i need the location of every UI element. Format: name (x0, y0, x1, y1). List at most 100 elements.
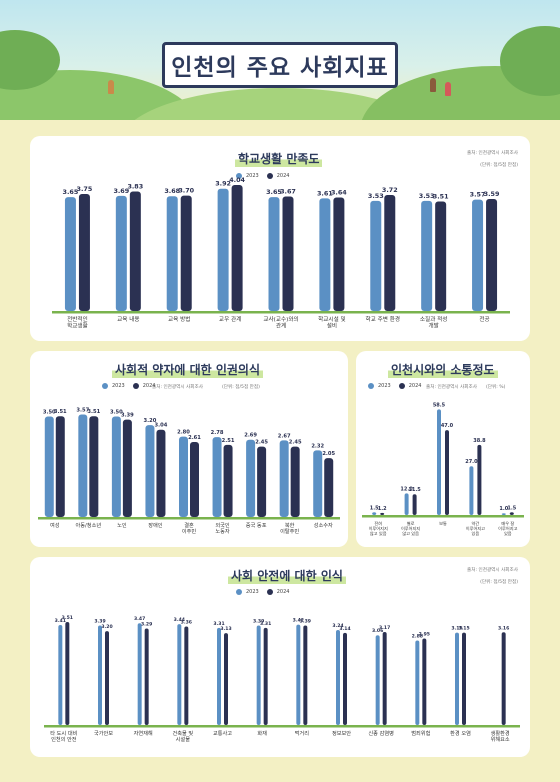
bar-2024-4 (509, 512, 514, 515)
bar-2024-3 (184, 626, 189, 725)
bar-2024-0 (65, 622, 70, 725)
chart3-legend: 2023 2024 (368, 383, 421, 389)
bar-2023-10 (455, 632, 459, 725)
data-label-2023-10: 3.15 (451, 626, 462, 632)
bar-2023-8 (375, 635, 380, 725)
bar-2023-4 (268, 197, 280, 311)
data-label-2023-7: 3.24 (332, 623, 343, 629)
bar-2024-3 (477, 444, 482, 515)
bar-2024-1 (412, 494, 417, 515)
data-label-2024-3: 3.04 (155, 423, 168, 429)
data-label-2023-5: 2.78 (211, 430, 224, 436)
category-label-7: 북한 이탈주민 (280, 522, 299, 535)
data-label-2024-2: 47.0 (441, 423, 454, 429)
bar-2024-2 (180, 195, 192, 311)
bar-2023-0 (44, 416, 54, 517)
category-label-9: 범죄위험 (411, 729, 430, 737)
data-label-2023-6: 2.69 (244, 433, 257, 439)
data-label-2024-5: 2.51 (222, 438, 235, 444)
data-label-2023-6: 3.42 (293, 618, 304, 624)
data-label-2023-6: 3.53 (368, 192, 384, 200)
bar-2023-3 (217, 188, 229, 311)
category-label-7: 정보보안 (332, 730, 351, 737)
bar-2023-0 (64, 197, 76, 311)
bar-2023-1 (115, 195, 127, 311)
category-label-4: 교사(교수)와의 관계 (263, 315, 298, 330)
chart2-unit: (단위: 점/5점 만점) (222, 385, 260, 390)
data-label-2024-7: 2.45 (289, 440, 302, 446)
header-illustration: 인천의 주요 사회지표 (0, 0, 560, 120)
category-label-8: 전공 (479, 315, 489, 323)
category-label-5: 외국인 노동자 (215, 522, 230, 535)
data-label-2023-1: 3.69 (113, 187, 129, 195)
data-label-2023-0: 3.50 (43, 409, 56, 415)
title-box: 인천의 주요 사회지표 (162, 42, 398, 88)
category-label-3: 장애인 (148, 521, 163, 529)
data-label-2023-4: 3.31 (213, 621, 224, 627)
bar-2024-5 (223, 444, 233, 517)
category-label-3: 건축물 및 시설물 (172, 729, 193, 743)
chart2-legend: 2023 2024 (102, 383, 155, 389)
bar-2023-4 (179, 436, 188, 517)
chart4-legend: 2023 2024 (236, 589, 289, 595)
category-label-8: 성소수자 (314, 521, 333, 529)
data-label-2024-8: 3.17 (379, 625, 390, 631)
x-axis-baseline (44, 725, 520, 728)
data-label-2023-0: 3.65 (63, 188, 79, 196)
bar-2023-0 (58, 624, 63, 725)
data-label-2023-3: 3.92 (215, 180, 231, 188)
data-label-2024-5: 3.31 (260, 621, 271, 627)
data-label-2023-1: 3.39 (94, 619, 105, 625)
data-label-2024-7: 3.14 (339, 626, 350, 632)
data-label-2024-1: 3.51 (87, 409, 100, 415)
data-label-2023-3: 3.20 (144, 418, 157, 424)
data-label-2024-0: 3.75 (77, 185, 93, 193)
chart1-source: 출처: 인천광역시 사회조사 (467, 151, 518, 156)
panel-school: 학교생활 만족도 2023 2024 출처: 인천광역시 사회조사 (단위: 점… (30, 136, 530, 341)
bar-2023-1 (404, 493, 409, 515)
bar-2023-5 (212, 437, 222, 517)
data-label-2023-5: 3.61 (317, 189, 333, 197)
bar-2023-7 (336, 629, 340, 725)
data-label-2024-0: 3.51 (62, 615, 73, 621)
bar-2024-11 (501, 632, 506, 725)
chart4-svg: 3.413.51타 도시 대비 인천의 안전3.393.20국가안보3.473.2… (44, 615, 520, 743)
category-label-6: 먹거리 (295, 729, 310, 737)
data-label-2024-6: 3.72 (382, 186, 398, 194)
bar-2024-8 (382, 632, 387, 725)
category-label-5: 화재 (257, 729, 267, 737)
category-label-1: 교육 내용 (117, 315, 139, 323)
data-label-2023-4: 1.0 (499, 506, 508, 512)
bar-2024-5 (333, 197, 345, 311)
data-label-2024-8: 2.05 (322, 451, 335, 457)
category-label-2: 노인 (117, 522, 127, 529)
bar-2023-3 (469, 466, 474, 515)
data-label-2023-3: 27.0 (465, 459, 478, 465)
legend-2023: 2023 (246, 173, 259, 179)
bar-2024-0 (380, 512, 385, 515)
bar-2024-1 (89, 416, 99, 517)
data-label-2023-3: 3.44 (174, 617, 185, 623)
category-label-7: 소질과 적성 개발 (420, 315, 448, 330)
category-label-4: 결혼 이주민 (182, 521, 197, 535)
chart1-legend: 2023 2024 (236, 173, 289, 179)
data-label-2024-10: 3.15 (458, 626, 469, 632)
chart4-source: 출처: 인천광역시 사회조사 (467, 568, 518, 573)
category-label-1: 별로 이루어지지 않고 있음 (401, 520, 420, 537)
bar-2024-4 (190, 442, 199, 517)
category-label-6: 중국 동포 (246, 522, 267, 529)
bar-2023-4 (501, 513, 506, 515)
category-label-6: 학교 주변 환경 (366, 315, 400, 323)
data-label-2023-8: 3.06 (372, 628, 383, 634)
chart2-svg: 3.503.51여성3.573.51아동/청소년3.503.39노인3.203.… (38, 407, 340, 535)
chart3-source: 출처: 인천광역시 사회조사 (426, 385, 477, 390)
bar-2024-1 (105, 631, 109, 725)
bar-2023-6 (370, 200, 382, 311)
bar-2023-9 (415, 640, 420, 725)
category-label-2: 보통 (439, 521, 447, 526)
bar-2024-7 (290, 446, 300, 517)
data-label-2024-2: 3.70 (178, 187, 194, 195)
category-label-11: 생활환경 위해요소 (491, 729, 510, 743)
data-label-2023-2: 58.5 (433, 402, 446, 408)
category-label-3: 교우 관계 (219, 315, 241, 323)
